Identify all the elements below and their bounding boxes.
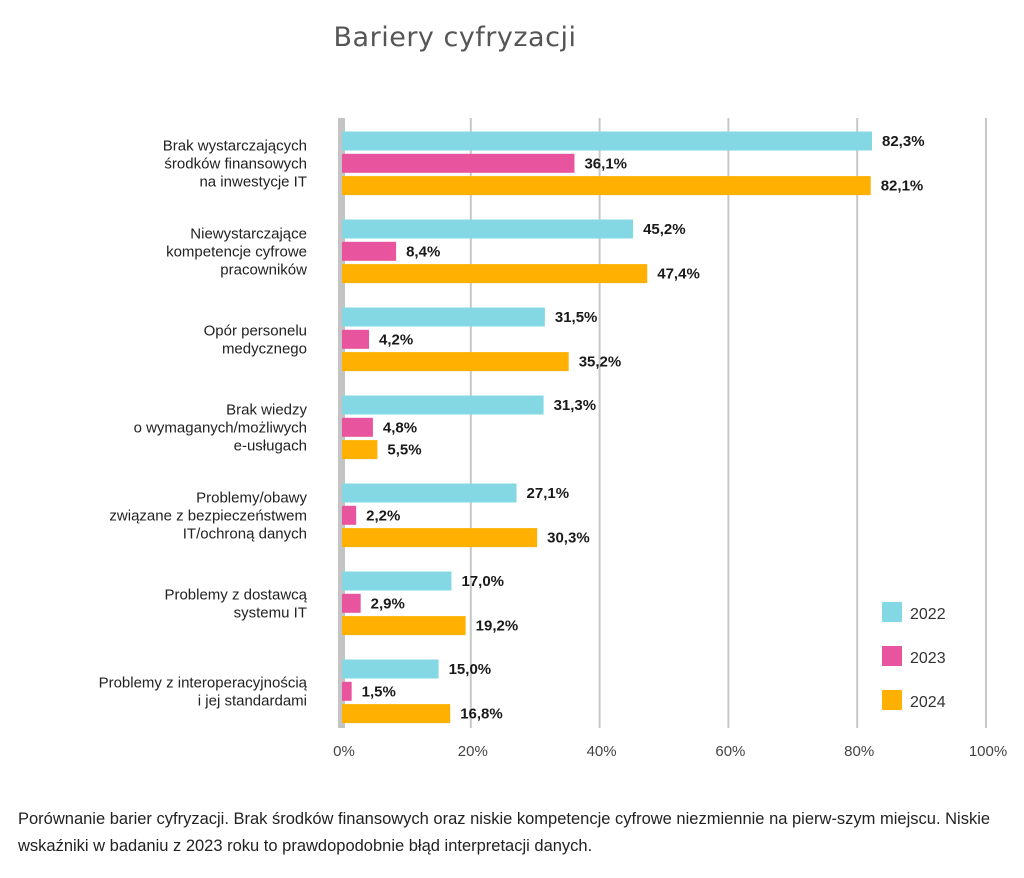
bar xyxy=(342,395,544,415)
data-label: 82,1% xyxy=(881,178,924,195)
data-label: 15,0% xyxy=(449,661,492,678)
bar xyxy=(342,329,370,349)
data-label: 30,3% xyxy=(547,530,590,547)
category-label: Brak wiedzy o wymaganych/możliwych e-usług… xyxy=(134,401,308,454)
x-tick-label: 60% xyxy=(715,743,745,760)
category-label: Problemy z dostawcą systemu IT xyxy=(164,586,307,621)
bar xyxy=(342,131,873,151)
data-label: 8,4% xyxy=(406,243,440,260)
bar xyxy=(342,417,373,437)
data-label: 45,2% xyxy=(643,221,686,238)
data-label: 31,5% xyxy=(555,309,598,326)
legend-label: 2023 xyxy=(910,650,946,667)
legend-swatch xyxy=(882,646,902,666)
legend-swatch xyxy=(882,690,902,710)
bar-chart: 0% 20% 40% 60% 80% 100% Brak wystarczających śr… xyxy=(99,118,1007,760)
bar xyxy=(342,616,466,636)
bar xyxy=(342,681,352,701)
category-label: Problemy/obawy związane z bezpieczeństwem… xyxy=(109,489,307,542)
data-label: 5,5% xyxy=(387,442,421,459)
chart-caption: Porównanie barier cyfryzacji. Brak środk… xyxy=(18,810,991,855)
data-label: 1,5% xyxy=(362,683,396,700)
bar xyxy=(342,659,439,679)
data-label: 82,3% xyxy=(882,133,925,150)
category-label: Niewystarczające kompetencje cyfrowe praco… xyxy=(166,225,307,278)
data-label: 27,1% xyxy=(527,485,570,502)
data-label: 4,2% xyxy=(379,331,413,348)
bar xyxy=(342,505,357,525)
legend-swatch xyxy=(882,602,902,622)
data-label: 17,0% xyxy=(461,573,504,590)
data-label: 16,8% xyxy=(460,706,503,723)
bar xyxy=(342,241,397,261)
legend-label: 2022 xyxy=(910,606,946,623)
data-label: 2,9% xyxy=(371,595,405,612)
bar xyxy=(342,483,517,503)
x-tick-label: 40% xyxy=(587,743,617,760)
bar xyxy=(342,704,451,724)
data-label: 4,8% xyxy=(383,419,417,436)
category-label: Opór personelu medycznego xyxy=(204,322,307,357)
x-tick-label: 80% xyxy=(844,743,874,760)
data-label: 36,1% xyxy=(584,155,627,172)
data-label: 31,3% xyxy=(554,397,597,414)
bar xyxy=(342,352,569,372)
x-tick-label: 20% xyxy=(458,743,488,760)
chart-title: Bariery cyfryzacji xyxy=(333,22,577,53)
bar xyxy=(342,593,361,613)
data-label: 2,2% xyxy=(366,507,400,524)
x-tick-label: 100% xyxy=(969,743,1007,760)
bar xyxy=(342,153,575,173)
bar xyxy=(342,264,648,284)
bar xyxy=(342,176,871,196)
legend-label: 2024 xyxy=(910,694,946,711)
y-axis-line xyxy=(338,118,345,728)
category-label: Brak wystarczających środków finansowych n… xyxy=(163,137,307,190)
bar xyxy=(342,571,452,591)
bar xyxy=(342,440,378,460)
bar xyxy=(342,219,634,239)
bar xyxy=(342,528,538,548)
data-label: 35,2% xyxy=(579,354,622,371)
x-tick-label: 0% xyxy=(333,743,355,760)
data-label: 19,2% xyxy=(476,618,519,635)
bar xyxy=(342,307,545,327)
data-label: 47,4% xyxy=(657,266,700,283)
category-label: Problemy z interoperacyjnością i jej stan… xyxy=(99,674,308,709)
